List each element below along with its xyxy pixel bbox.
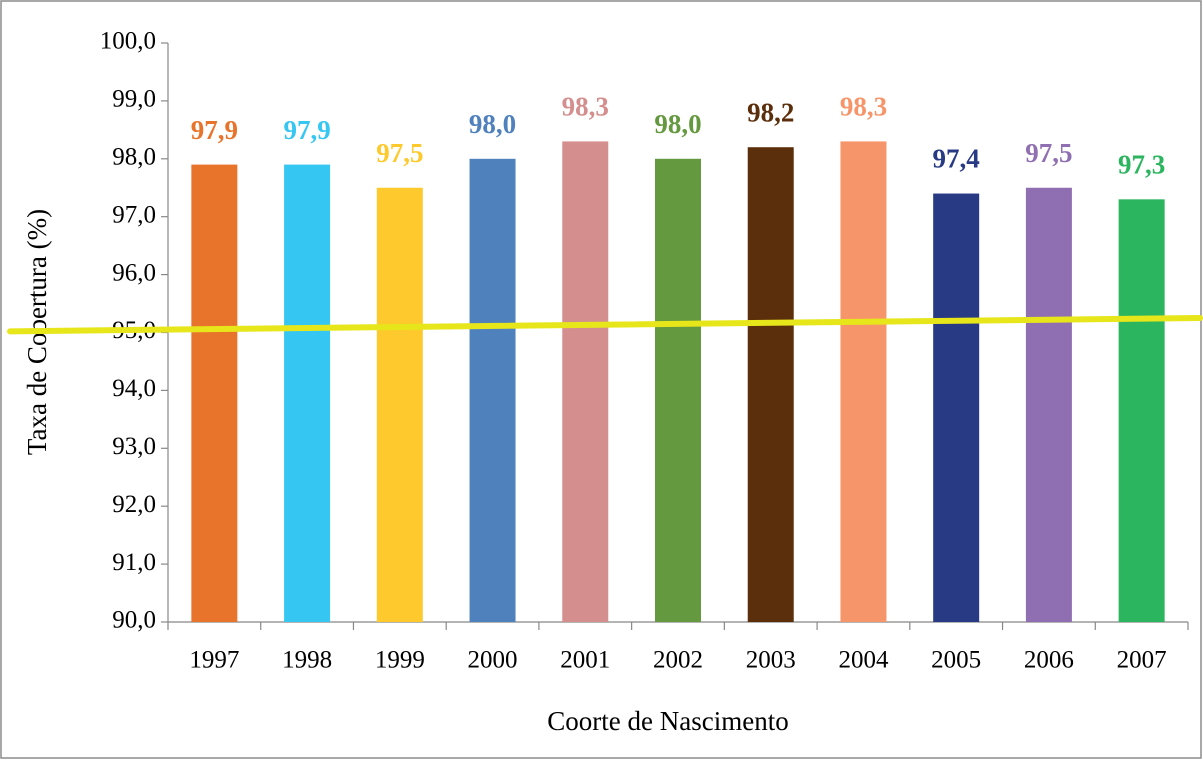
x-tick-label: 1997 <box>189 647 239 674</box>
bar <box>1025 187 1072 622</box>
x-tick-label: 2007 <box>1117 647 1167 674</box>
value-label: 98,3 <box>562 92 609 122</box>
value-label: 98,3 <box>840 92 887 122</box>
x-tick-label: 2002 <box>653 647 703 674</box>
bar <box>562 141 609 622</box>
value-label: 97,5 <box>1025 138 1072 168</box>
target-line <box>7 315 1203 335</box>
y-tick-label: 99,0 <box>112 86 156 113</box>
bar <box>284 164 331 622</box>
bar <box>191 164 238 622</box>
y-tick-label: 91,0 <box>112 549 156 576</box>
y-tick-label: 92,0 <box>112 491 156 518</box>
value-label: 97,4 <box>933 144 980 174</box>
value-label: 97,9 <box>191 115 238 145</box>
bar <box>747 147 794 622</box>
y-tick-label: 90,0 <box>112 607 156 634</box>
y-tick-label: 96,0 <box>112 259 156 286</box>
value-label: 98,0 <box>469 109 516 139</box>
value-label: 98,0 <box>654 109 701 139</box>
bar <box>655 158 701 623</box>
value-label: 97,5 <box>376 138 423 168</box>
bar <box>933 193 980 623</box>
x-tick-label: 1998 <box>282 647 332 674</box>
y-tick-label: 100,0 <box>100 28 156 55</box>
x-tick-label: 2003 <box>746 647 796 674</box>
x-axis-label: Coorte de Nascimento <box>547 706 788 736</box>
bar <box>469 158 516 623</box>
x-tick-label: 1999 <box>375 647 425 674</box>
bar <box>840 141 887 622</box>
y-tick-label: 97,0 <box>112 201 156 228</box>
value-label: 97,3 <box>1118 150 1165 180</box>
y-tick-label: 98,0 <box>112 144 156 171</box>
x-tick-label: 2001 <box>560 647 610 674</box>
value-label: 98,2 <box>747 97 794 127</box>
x-tick-label: 2000 <box>468 647 518 674</box>
y-tick-label: 93,0 <box>112 433 156 460</box>
x-tick-label: 2004 <box>838 647 889 674</box>
x-tick-label: 2006 <box>1024 647 1074 674</box>
y-tick-label: 94,0 <box>112 375 156 402</box>
x-tick-label: 2005 <box>931 647 981 674</box>
bar <box>1118 199 1165 622</box>
value-label: 97,9 <box>283 115 330 145</box>
bar <box>376 187 423 622</box>
